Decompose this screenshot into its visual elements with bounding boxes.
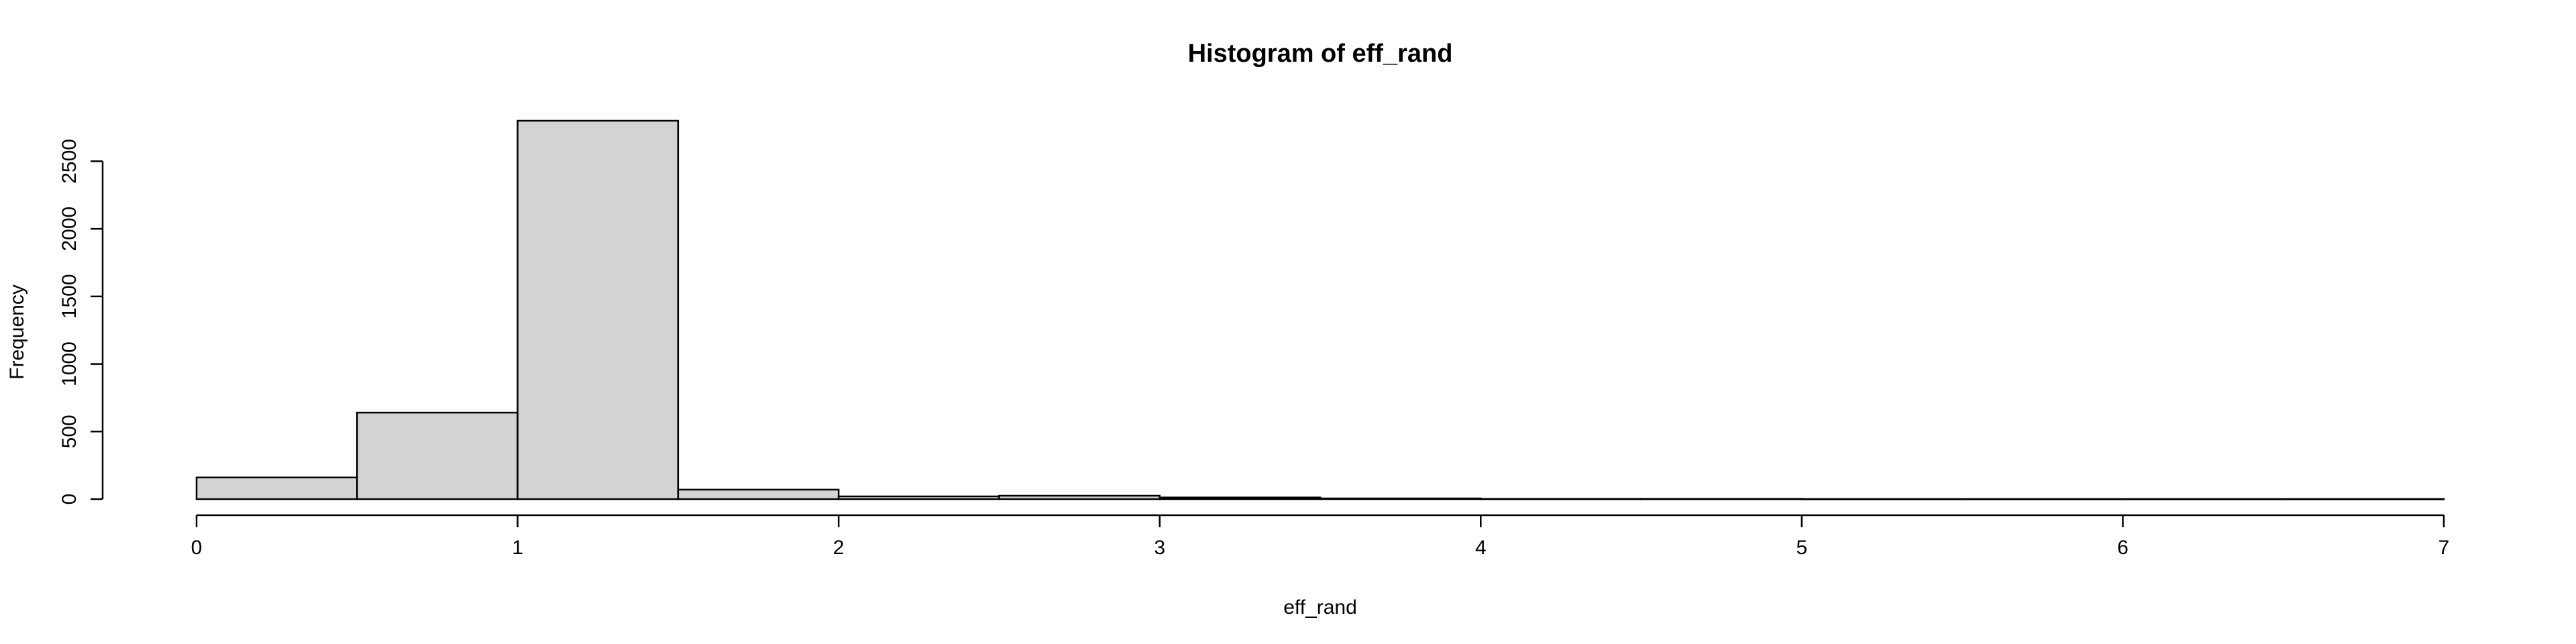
histogram-bar (2282, 498, 2445, 500)
x-tick-label: 7 (2438, 537, 2450, 559)
y-tick-label: 2500 (58, 139, 80, 184)
histogram-bar (677, 488, 840, 500)
histogram-bar (1961, 498, 2124, 500)
x-tick-label: 3 (1154, 537, 1165, 559)
histogram-bar (1640, 498, 1803, 500)
histogram-bar (1159, 496, 1322, 500)
y-tick-label: 1500 (58, 274, 80, 319)
y-axis-label: Frequency (6, 284, 28, 380)
x-tick-label: 4 (1475, 537, 1487, 559)
x-tick-label: 0 (191, 537, 203, 559)
x-axis-label: eff_rand (1283, 596, 1357, 619)
y-tick-label: 2000 (58, 207, 80, 252)
histogram-bar (1801, 498, 1964, 500)
y-tick-label: 1000 (58, 341, 80, 386)
histogram-bars (195, 119, 2445, 500)
x-tick-label: 1 (512, 537, 523, 559)
chart-title: Histogram of eff_rand (1188, 40, 1453, 68)
x-tick-label: 2 (833, 537, 845, 559)
histogram-bar (356, 411, 519, 500)
x-tick-label: 6 (2117, 537, 2129, 559)
y-tick-label: 500 (58, 415, 80, 448)
histogram-bar (1480, 498, 1642, 500)
y-axis: 0 500 1000 1500 2000 2500 (58, 139, 104, 505)
histogram-bar (837, 495, 1000, 500)
x-tick-label: 5 (1796, 537, 1808, 559)
histogram-bar (517, 119, 680, 500)
histogram-bar (2122, 498, 2284, 500)
histogram-bar (998, 494, 1161, 500)
histogram-bar (195, 476, 358, 500)
y-tick-label: 0 (58, 494, 80, 505)
x-axis: 0 1 2 3 4 5 6 7 (191, 514, 2450, 559)
histogram-bar (1319, 497, 1482, 500)
